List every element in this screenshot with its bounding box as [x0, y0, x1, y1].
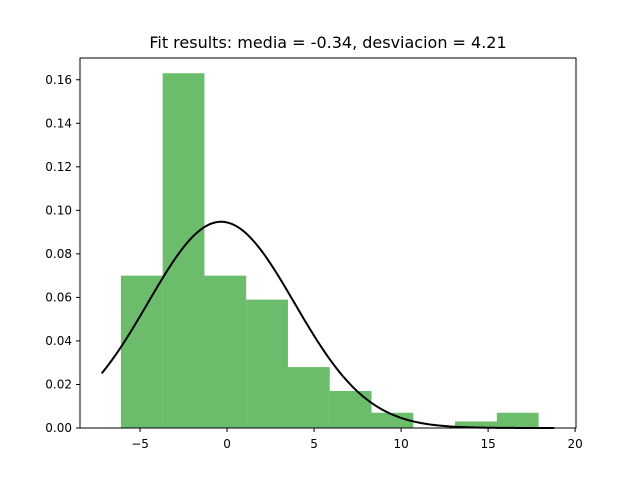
histogram-bar: [371, 412, 414, 428]
axes-frame: [79, 57, 577, 429]
plot-area: [79, 57, 577, 429]
histogram-bar: [204, 275, 247, 428]
y-axis: 0.00 0.02 0.04 0.06 0.08 0.10 0.12 0.14 0.16: [45, 73, 80, 435]
chart-title: Fit results: media = -0.34, desviacion =…: [149, 33, 506, 52]
x-tick-label: 0: [223, 437, 231, 451]
y-tick-label: 0.02: [45, 377, 72, 391]
histogram-bar: [329, 391, 372, 428]
y-tick-label: 0.12: [45, 160, 72, 174]
x-tick-label: 15: [480, 437, 495, 451]
histogram-bars: [120, 73, 539, 428]
x-axis: −5 0 5 10 15 20: [131, 428, 583, 451]
histogram-bar: [496, 412, 539, 428]
x-tick-label: −5: [131, 437, 149, 451]
histogram-bar: [162, 73, 205, 428]
histogram-bar: [246, 299, 288, 428]
x-tick-label: 10: [393, 437, 408, 451]
y-tick-label: 0.16: [45, 73, 72, 87]
y-tick-label: 0.10: [45, 203, 72, 217]
y-tick-label: 0.04: [45, 334, 72, 348]
x-tick-label: 5: [310, 437, 318, 451]
y-tick-label: 0.08: [45, 247, 72, 261]
x-tick-label: 20: [567, 437, 582, 451]
y-tick-label: 0.06: [45, 290, 72, 304]
histogram-bar: [455, 421, 497, 428]
histogram-bar: [120, 275, 163, 428]
y-tick-label: 0.00: [45, 421, 72, 435]
y-tick-label: 0.14: [45, 116, 72, 130]
histogram-bar: [287, 367, 330, 428]
